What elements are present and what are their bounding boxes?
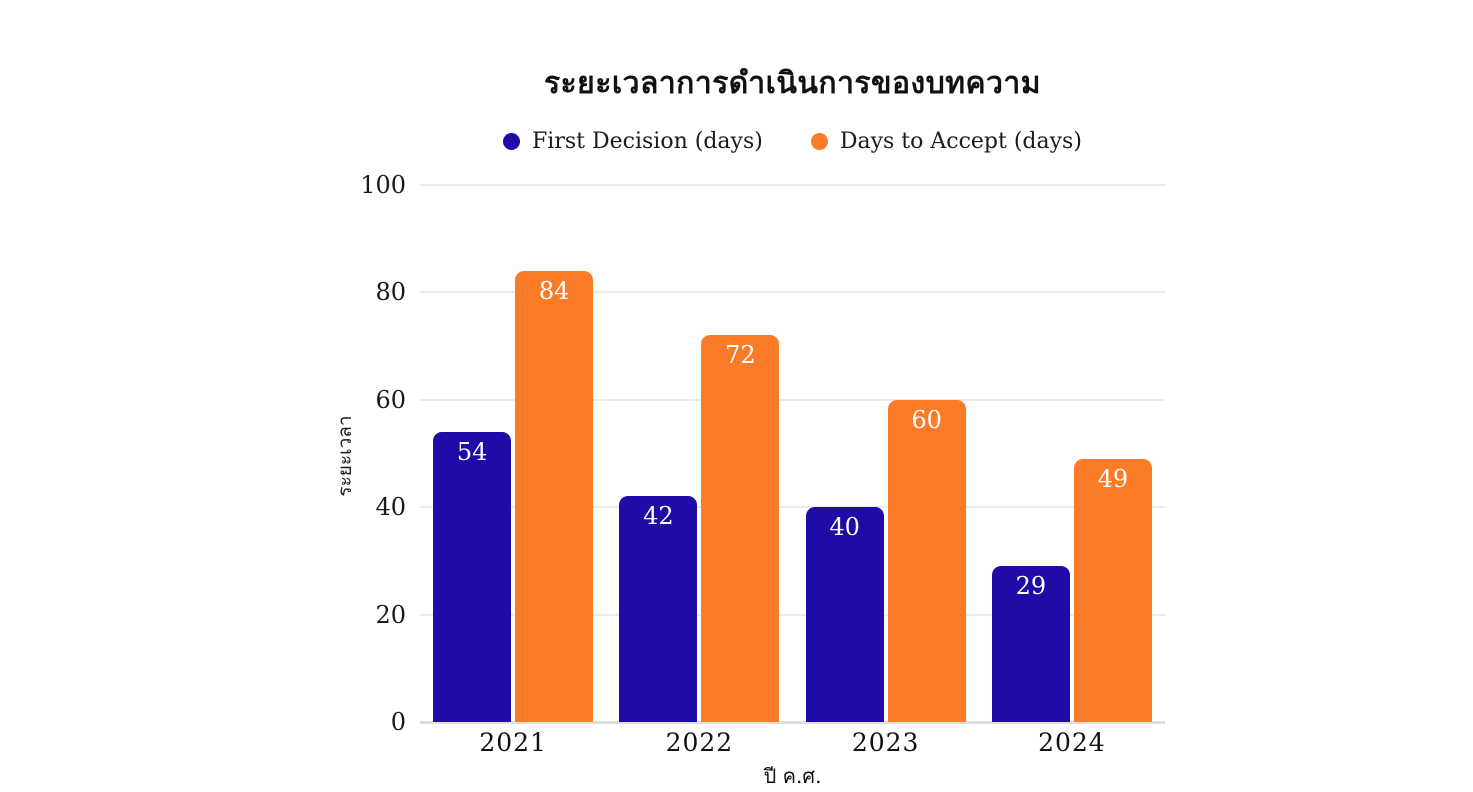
x-axis-title: ปี ค.ศ.: [763, 764, 822, 788]
legend-item-first-decision: First Decision (days): [503, 129, 763, 154]
bar-days-to-accept-2024: 49: [1073, 458, 1152, 722]
gridline-20: [420, 613, 1165, 616]
x-tick-label-2022: 2022: [665, 728, 734, 757]
bar-first-decision-2022: 42: [619, 496, 698, 722]
chart-legend: First Decision (days) Days to Accept (day…: [420, 129, 1165, 154]
x-tick-slot-2021: 2021: [420, 728, 606, 757]
legend-label-days-to-accept: Days to Accept (days): [839, 129, 1082, 154]
bar-first-decision-2021: 54: [433, 432, 512, 722]
legend-item-days-to-accept: Days to Accept (days): [810, 129, 1082, 154]
bar-group-2023: 40 60: [793, 185, 979, 722]
x-tick-slot-2023: 2023: [793, 728, 979, 757]
bar-days-to-accept-2023: 60: [887, 399, 966, 722]
bar-value-label-days-to-accept-2023: 60: [911, 405, 942, 434]
gridline-0: [420, 721, 1165, 724]
bar-first-decision-2023: 40: [805, 507, 884, 722]
bar-value-label-first-decision-2023: 40: [829, 513, 860, 542]
y-tick-label-80: 80: [375, 278, 406, 307]
bar-value-label-first-decision-2021: 54: [456, 438, 488, 467]
bar-first-decision-2024: 29: [991, 566, 1070, 722]
gridline-100: [420, 184, 1165, 186]
chart-title: ระยะเวลาการดำเนินการของบทความ: [543, 66, 1042, 101]
y-tick-label-20: 20: [375, 600, 406, 629]
y-tick-label-60: 60: [375, 385, 406, 414]
y-tick-label-40: 40: [375, 493, 406, 522]
x-tick-slot-2022: 2022: [606, 728, 792, 757]
gridline-60: [420, 398, 1165, 401]
x-tick-label-2023: 2023: [851, 728, 920, 757]
y-axis-tick-labels: 0 20 40 60 80 100: [318, 171, 406, 736]
legend-dot-icon-first-decision: [503, 133, 521, 150]
bar-group-2021: 54 84: [420, 185, 606, 722]
bar-value-label-days-to-accept-2021: 84: [538, 276, 570, 305]
x-axis-tick-labels: 2021 2022 2023 2024: [420, 728, 1165, 757]
bar-value-label-first-decision-2024: 29: [1015, 572, 1047, 601]
plot-area: 54 84 42 72 40 60 29 49: [420, 184, 1165, 724]
bar-value-label-days-to-accept-2024: 49: [1097, 464, 1129, 493]
bar-value-label-days-to-accept-2022: 72: [725, 341, 756, 370]
bar-days-to-accept-2022: 72: [701, 335, 780, 722]
x-tick-label-2024: 2024: [1038, 728, 1106, 757]
y-tick-label-0: 0: [390, 708, 406, 736]
bar-value-label-first-decision-2022: 42: [643, 502, 674, 531]
bar-group-2024: 29 49: [979, 185, 1165, 722]
legend-label-first-decision: First Decision (days): [532, 129, 763, 154]
bar-days-to-accept-2021: 84: [515, 270, 594, 722]
bar-groups: 54 84 42 72 40 60 29 49: [420, 185, 1165, 722]
gridline-40: [420, 506, 1165, 509]
gridline-80: [420, 291, 1165, 294]
y-tick-label-100: 100: [360, 171, 406, 199]
x-tick-label-2021: 2021: [479, 728, 547, 757]
legend-dot-icon-days-to-accept: [810, 133, 828, 150]
x-tick-slot-2024: 2024: [979, 728, 1165, 757]
bar-group-2022: 42 72: [606, 185, 792, 722]
